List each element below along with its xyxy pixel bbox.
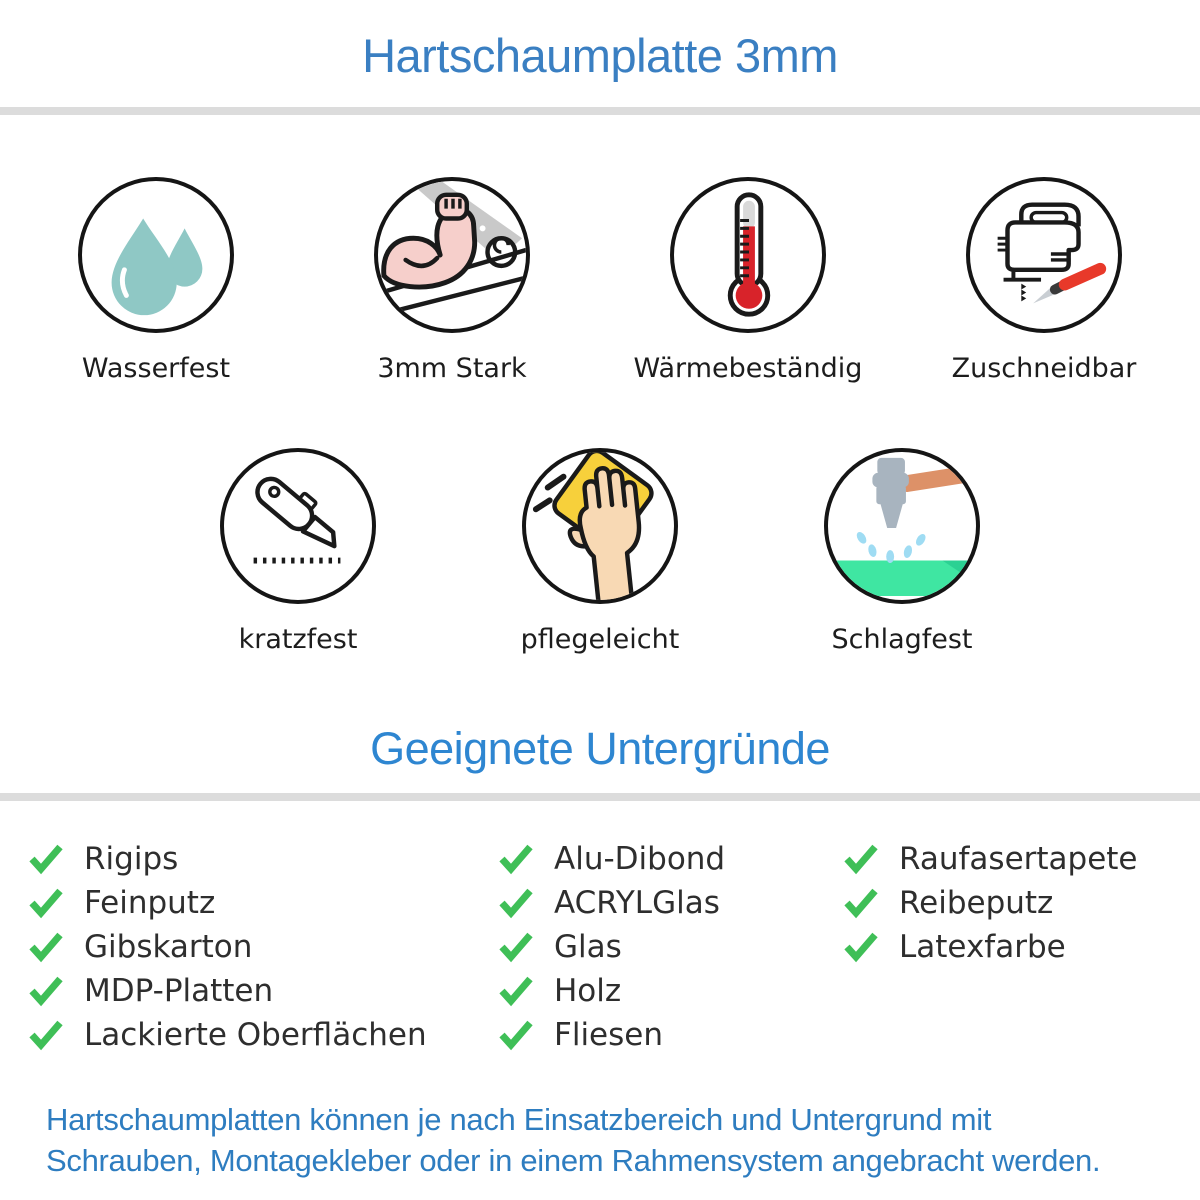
feature-circle <box>374 177 530 333</box>
feature-item-waermebestaendig: Wärmebeständig <box>612 177 884 384</box>
substrate-label: Feinputz <box>84 885 216 921</box>
substrate-label: ACRYLGlas <box>554 885 720 921</box>
footer-note: Hartschaumplatten können je nach Einsatz… <box>0 1099 1200 1181</box>
jigsaw-cutter-icon <box>997 202 1107 304</box>
check-icon <box>844 932 878 963</box>
feature-circle <box>220 448 376 604</box>
check-icon <box>844 844 878 875</box>
muscle-arm-icon <box>378 181 526 318</box>
substrate-item: Rigips <box>28 837 498 881</box>
substrates-title: Geeignete Untergründe <box>370 723 830 774</box>
substrate-item: MDP-Platten <box>28 969 498 1013</box>
substrate-label: Latexfarbe <box>899 929 1066 965</box>
check-icon <box>29 844 63 875</box>
check-icon <box>29 888 63 919</box>
check-icon <box>499 1020 533 1051</box>
feature-row-1: Wasserfest 3mm Stark <box>0 177 1200 384</box>
wiping-hand-icon <box>532 452 654 600</box>
feature-item-pflegeleicht: pflegeleicht <box>464 448 736 655</box>
feature-item-wasserfest: Wasserfest <box>20 177 292 384</box>
section-divider <box>0 793 1200 801</box>
substrate-item: Reibeputz <box>843 881 1138 925</box>
section-divider <box>0 107 1200 115</box>
feature-item-kratzfest: kratzfest <box>162 448 434 655</box>
substrate-label: Lackierte Oberflächen <box>84 1017 427 1053</box>
check-icon <box>499 932 533 963</box>
feature-item-schlagfest: Schlagfest <box>766 448 1038 655</box>
utility-knife-icon <box>253 476 341 564</box>
footer-line: Hartschaumplatten können je nach Einsatz… <box>46 1102 992 1137</box>
substrate-item: Glas <box>498 925 843 969</box>
feature-row-2: kratzfest pflegeleicht <box>0 448 1200 655</box>
substrate-item: Fliesen <box>498 1013 843 1057</box>
check-icon <box>29 976 63 1007</box>
substrate-item: Alu-Dibond <box>498 837 843 881</box>
check-icon <box>29 932 63 963</box>
check-icon <box>29 1020 63 1051</box>
substrate-label: Glas <box>554 929 622 965</box>
substrate-item: Lackierte Oberflächen <box>28 1013 498 1057</box>
check-icon <box>499 976 533 1007</box>
substrate-column-2: Alu-Dibond ACRYLGlas Glas Holz Fliesen <box>498 837 843 1057</box>
check-icon <box>844 888 878 919</box>
substrate-column-1: Rigips Feinputz Gibskarton MDP-Platten L… <box>28 837 498 1057</box>
substrate-label: Raufasertapete <box>899 841 1138 877</box>
substrate-item: Feinputz <box>28 881 498 925</box>
substrate-column-3: Raufasertapete Reibeputz Latexfarbe <box>843 837 1138 1057</box>
footer-line: Schrauben, Montagekleber oder in einem R… <box>46 1143 1101 1178</box>
water-drops-icon <box>111 218 203 316</box>
thermometer-icon <box>727 192 771 317</box>
substrate-item: Raufasertapete <box>843 837 1138 881</box>
substrate-label: Holz <box>554 973 622 1009</box>
substrates-list: Rigips Feinputz Gibskarton MDP-Platten L… <box>0 837 1200 1057</box>
substrate-label: Rigips <box>84 841 179 877</box>
substrate-item: Holz <box>498 969 843 1013</box>
feature-item-3mm-stark: 3mm Stark <box>316 177 588 384</box>
check-icon <box>499 888 533 919</box>
substrate-item: Latexfarbe <box>843 925 1138 969</box>
feature-circle <box>522 448 678 604</box>
feature-label: 3mm Stark <box>377 353 527 384</box>
substrate-label: MDP-Platten <box>84 973 274 1009</box>
feature-label: Zuschneidbar <box>951 353 1137 384</box>
feature-label: Wärmebeständig <box>633 353 863 384</box>
check-icon <box>499 844 533 875</box>
substrate-label: Fliesen <box>554 1017 663 1053</box>
substrate-label: Gibskarton <box>84 929 253 965</box>
substrate-item: ACRYLGlas <box>498 881 843 925</box>
feature-circle <box>78 177 234 333</box>
feature-label: pflegeleicht <box>520 624 680 655</box>
feature-item-zuschneidbar: Zuschneidbar <box>908 177 1180 384</box>
feature-circle <box>966 177 1122 333</box>
substrate-item: Gibskarton <box>28 925 498 969</box>
feature-label: kratzfest <box>238 624 358 655</box>
feature-label: Schlagfest <box>831 624 973 655</box>
feature-circle <box>824 448 980 604</box>
hammer-impact-icon <box>831 457 976 597</box>
substrate-label: Alu-Dibond <box>554 841 726 877</box>
page-title: Hartschaumplatte 3mm <box>362 29 838 82</box>
substrate-label: Reibeputz <box>899 885 1054 921</box>
feature-circle <box>670 177 826 333</box>
feature-label: Wasserfest <box>81 353 231 384</box>
